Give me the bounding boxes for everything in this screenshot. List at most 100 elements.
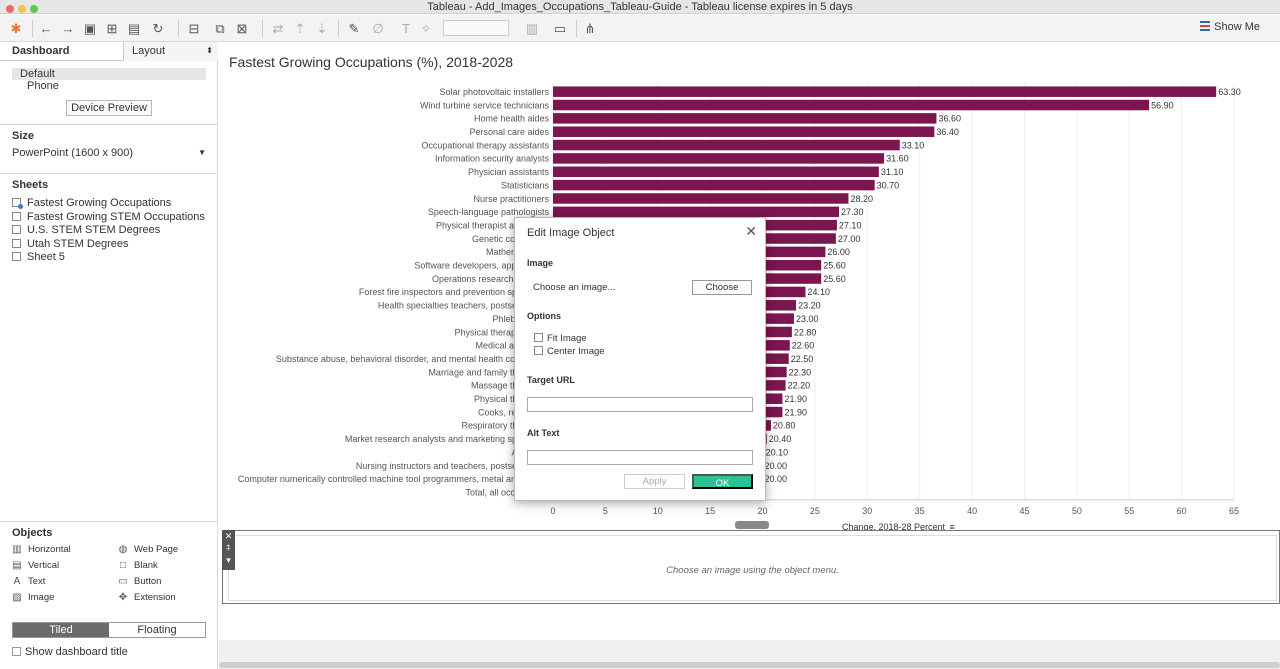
window-controls[interactable]	[6, 3, 42, 17]
new-data-source-icon[interactable]: ⊞	[106, 21, 118, 36]
choose-button[interactable]: Choose	[692, 280, 752, 295]
tiled-button[interactable]: Tiled	[13, 623, 109, 637]
duplicate-sheet-icon[interactable]: ⧉	[215, 21, 225, 36]
fit-select[interactable]	[443, 20, 509, 36]
device-default[interactable]: Default	[12, 68, 206, 80]
blank-icon: □	[119, 560, 127, 571]
minimize-window-icon[interactable]	[18, 5, 26, 13]
redo-icon[interactable]: →	[61, 21, 75, 36]
floating-button[interactable]: Floating	[137, 624, 177, 636]
object-vertical[interactable]: ▤ Vertical	[12, 560, 59, 571]
category-label: Substance abuse, behavioral disorder, an…	[276, 354, 550, 364]
category-label: Statisticians	[501, 180, 550, 190]
undo-icon[interactable]: ←	[39, 21, 53, 36]
sort-descending-icon[interactable]: ⇣	[316, 21, 328, 36]
save-icon[interactable]: ▣	[83, 21, 97, 36]
object-button[interactable]: ▭ Button	[118, 576, 161, 587]
pause-updates-icon[interactable]: ▤	[127, 21, 141, 36]
fix-axes-icon[interactable]: ✧	[420, 21, 432, 36]
more-options-icon[interactable]: ▾	[226, 555, 231, 565]
alt-text-input[interactable]	[527, 450, 753, 465]
category-label: Respiratory therapists	[461, 421, 549, 431]
chart-title: Fastest Growing Occupations (%), 2018-20…	[229, 54, 514, 70]
group-members-icon[interactable]: ∅	[372, 21, 384, 36]
image-object-message: Choose an image using the object menu.	[666, 565, 839, 576]
category-label: Medical assistants	[475, 341, 549, 351]
bar	[553, 179, 875, 191]
value-label: 23.20	[798, 301, 821, 311]
value-label: 22.30	[789, 367, 812, 377]
object-blank[interactable]: □ Blank	[118, 560, 158, 571]
sheet-item[interactable]: Sheet 5	[12, 251, 205, 265]
value-label: 27.00	[838, 234, 861, 244]
swap-rows-columns-icon[interactable]: ⇄	[272, 21, 284, 36]
bar	[553, 99, 1150, 111]
image-object-container[interactable]: Choose an image using the object menu.	[222, 530, 1280, 604]
object-label: Button	[134, 576, 162, 587]
show-me-icon	[1200, 21, 1211, 31]
resize-grip[interactable]	[735, 521, 769, 529]
fit-image-checkbox[interactable]: Fit Image	[534, 333, 587, 344]
show-title-label: Show dashboard title	[25, 646, 128, 658]
device-preview-button[interactable]: Device Preview	[66, 100, 152, 116]
share-icon[interactable]: ⋔	[584, 21, 596, 36]
object-text[interactable]: A Text	[12, 576, 46, 587]
new-worksheet-icon[interactable]: ⊟	[188, 21, 200, 36]
vertical-container-icon: ▤	[12, 560, 22, 571]
value-label: 22.60	[792, 341, 815, 351]
sheet-item[interactable]: U.S. STEM STEM Degrees	[12, 224, 205, 238]
object-horizontal[interactable]: ▥ Horizontal	[12, 544, 71, 555]
tableau-logo-icon[interactable]: ✱	[10, 21, 22, 36]
size-select[interactable]: PowerPoint (1600 x 900) ▼	[12, 146, 208, 160]
horizontal-scrollbar[interactable]	[219, 662, 1280, 668]
maximize-window-icon[interactable]	[30, 5, 38, 13]
tick-label: 20	[758, 506, 768, 516]
apply-button[interactable]: Apply	[624, 474, 685, 489]
value-label: 33.10	[902, 140, 925, 150]
category-label: Market research analysts and marketing s…	[345, 434, 550, 444]
sheets-section-title: Sheets	[12, 179, 49, 191]
value-label: 21.90	[784, 407, 807, 417]
sheet-item[interactable]: Utah STEM Degrees	[12, 238, 205, 252]
tick-label: 25	[810, 506, 820, 516]
clear-sheet-icon[interactable]: ⊠	[236, 21, 248, 36]
pin-icon[interactable]: ⍏	[225, 543, 232, 553]
show-mark-labels-icon[interactable]: T	[402, 21, 410, 36]
sort-ascending-icon[interactable]: ⇡	[294, 21, 306, 36]
ok-button[interactable]: OK	[692, 474, 753, 489]
value-label: 22.20	[788, 381, 811, 391]
tick-label: 10	[653, 506, 663, 516]
dialog-title: Edit Image Object	[527, 227, 615, 239]
highlight-icon[interactable]: ✎	[348, 21, 360, 36]
show-me-button[interactable]: Show Me	[1200, 21, 1260, 33]
category-label: Information security analysts	[435, 154, 550, 164]
object-handle[interactable]: ✕ ⍏ ▾	[222, 530, 235, 570]
object-web-page[interactable]: ◍ Web Page	[118, 544, 179, 555]
tick-label: 5	[603, 506, 608, 516]
object-image[interactable]: ▨ Image	[12, 592, 54, 603]
value-label: 20.00	[765, 474, 788, 484]
tick-label: 15	[705, 506, 715, 516]
sheet-item[interactable]: Fastest Growing STEM Occupations	[12, 211, 205, 225]
close-window-icon[interactable]	[6, 5, 14, 13]
tab-layout[interactable]: Layout ⬍	[123, 42, 218, 61]
category-label: Occupational therapy assistants	[421, 140, 549, 150]
category-label: Nursing instructors and teachers, postse…	[356, 461, 550, 471]
object-extension[interactable]: ✥ Extension	[118, 592, 176, 603]
close-icon[interactable]: ✕	[745, 223, 757, 239]
close-icon[interactable]: ✕	[224, 531, 233, 541]
refresh-icon[interactable]: ↻	[152, 21, 164, 36]
target-url-input[interactable]	[527, 397, 753, 412]
value-label: 20.10	[766, 447, 789, 457]
center-image-checkbox[interactable]: Center Image	[534, 346, 605, 357]
show-cards-icon[interactable]: ▥	[525, 21, 539, 36]
alt-text-label: Alt Text	[527, 428, 560, 438]
device-phone[interactable]: Phone	[27, 80, 59, 92]
presentation-mode-icon[interactable]: ▭	[553, 21, 567, 36]
tab-dashboard[interactable]: Dashboard	[12, 45, 70, 57]
toolbar-separator	[32, 20, 33, 37]
sheet-item[interactable]: Fastest Growing Occupations	[12, 197, 205, 211]
show-dashboard-title-checkbox[interactable]: Show dashboard title	[12, 646, 128, 658]
value-label: 31.10	[881, 167, 904, 177]
updown-chevron-icon: ⬍	[206, 46, 213, 55]
